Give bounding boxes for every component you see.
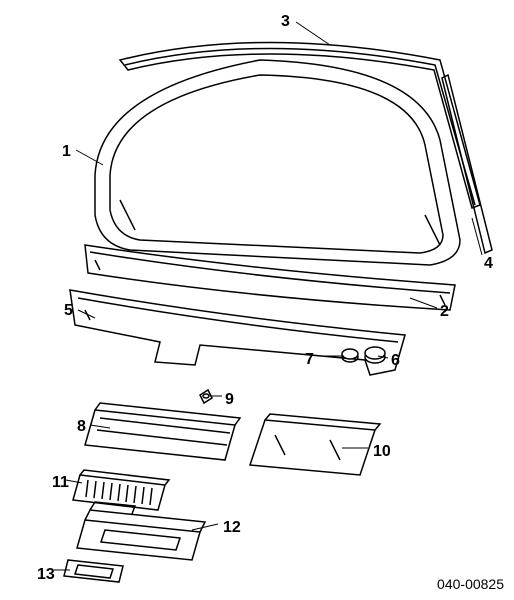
callout-12: 12 — [223, 519, 241, 537]
callout-3: 3 — [281, 13, 290, 31]
parts-diagram: 1 2 3 4 5 6 7 8 9 10 11 12 13 040-00825 — [0, 0, 514, 600]
diagram-part-number: 040-00825 — [437, 576, 504, 592]
diagram-svg — [0, 0, 514, 600]
callout-8: 8 — [77, 418, 86, 436]
callout-9: 9 — [225, 391, 234, 409]
callout-5: 5 — [64, 302, 73, 320]
callout-2: 2 — [440, 303, 449, 321]
callout-1: 1 — [62, 143, 71, 161]
callout-11: 11 — [52, 474, 69, 492]
callout-4: 4 — [484, 255, 493, 273]
callout-6: 6 — [391, 352, 400, 370]
callout-13: 13 — [37, 566, 55, 584]
callout-7: 7 — [305, 351, 314, 369]
callout-10: 10 — [373, 443, 391, 461]
